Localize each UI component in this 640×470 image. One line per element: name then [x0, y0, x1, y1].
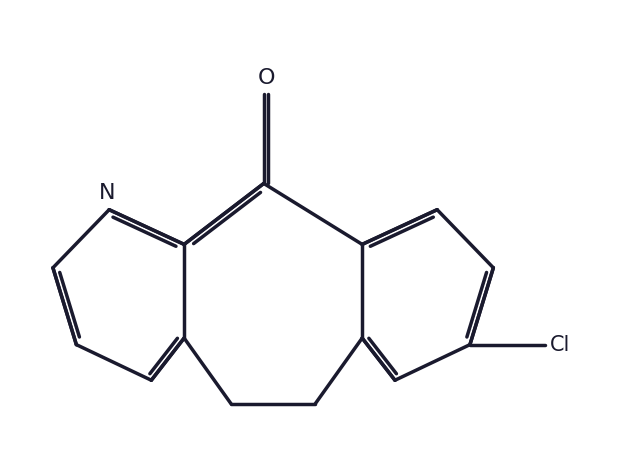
Text: N: N [99, 183, 116, 203]
Text: O: O [257, 68, 275, 88]
Text: Cl: Cl [550, 335, 570, 355]
